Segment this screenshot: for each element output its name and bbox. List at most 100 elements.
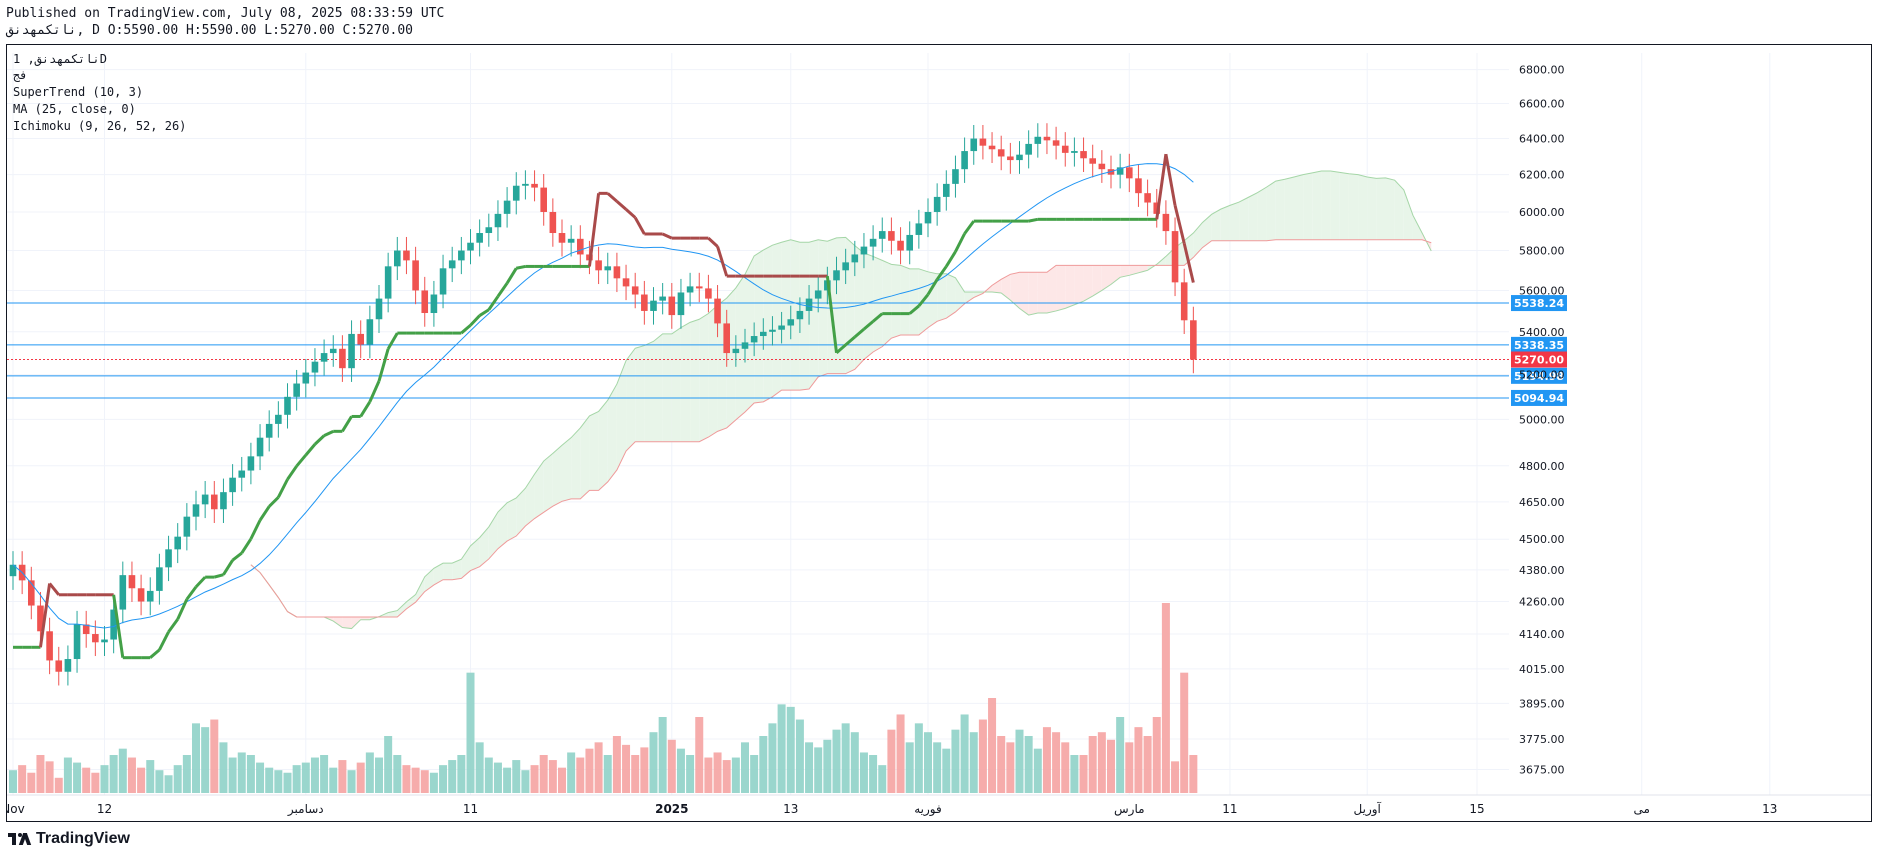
candle-78[interactable] xyxy=(723,323,730,354)
candle-73[interactable] xyxy=(677,292,685,316)
candle-42[interactable] xyxy=(394,250,401,267)
candle-113[interactable] xyxy=(1043,136,1051,141)
candle-28[interactable] xyxy=(265,423,273,438)
candle-82[interactable] xyxy=(760,331,767,337)
candle-116[interactable] xyxy=(1071,151,1078,153)
candle-3[interactable] xyxy=(37,605,44,632)
candle-79[interactable] xyxy=(732,348,740,354)
candle-110[interactable] xyxy=(1016,154,1023,161)
legend-supertrend[interactable]: SuperTrend (10, 3) xyxy=(13,85,143,99)
candle-48[interactable] xyxy=(448,260,456,269)
candle-85[interactable] xyxy=(787,319,795,326)
candle-24[interactable] xyxy=(229,477,236,493)
candle-117[interactable] xyxy=(1080,151,1087,159)
candle-12[interactable] xyxy=(119,575,127,610)
candle-109[interactable] xyxy=(1007,156,1014,161)
candle-125[interactable] xyxy=(1153,202,1161,214)
legend-ichimoku[interactable]: Ichimoku (9, 26, 52, 26) xyxy=(13,119,186,133)
legend-ma[interactable]: MA (25, close, 0) xyxy=(13,102,136,116)
candle-46[interactable] xyxy=(430,294,438,314)
candle-129[interactable] xyxy=(1190,320,1197,360)
candle-41[interactable] xyxy=(384,266,392,299)
candle-25[interactable] xyxy=(238,470,246,478)
candle-81[interactable] xyxy=(750,336,758,343)
candle-22[interactable] xyxy=(211,494,218,510)
candle-0[interactable] xyxy=(9,564,17,577)
candle-37[interactable] xyxy=(348,333,355,369)
candle-44[interactable] xyxy=(412,260,419,291)
candle-65[interactable] xyxy=(604,266,612,271)
candle-20[interactable] xyxy=(192,504,200,517)
candle-76[interactable] xyxy=(705,288,712,299)
candle-86[interactable] xyxy=(796,310,804,320)
candle-93[interactable] xyxy=(860,246,868,255)
candle-98[interactable] xyxy=(906,234,913,251)
candle-5[interactable] xyxy=(55,660,63,672)
candle-126[interactable] xyxy=(1162,213,1170,232)
candle-53[interactable] xyxy=(494,213,502,228)
candle-124[interactable] xyxy=(1144,193,1151,203)
candle-60[interactable] xyxy=(558,233,566,243)
candle-112[interactable] xyxy=(1034,136,1042,144)
candle-19[interactable] xyxy=(183,516,191,537)
candle-102[interactable] xyxy=(943,183,950,197)
candle-97[interactable] xyxy=(897,240,904,251)
candle-57[interactable] xyxy=(531,183,538,188)
candle-15[interactable] xyxy=(146,590,154,602)
candle-61[interactable] xyxy=(567,238,575,243)
candle-121[interactable] xyxy=(1116,167,1124,175)
candle-90[interactable] xyxy=(833,270,840,281)
candle-77[interactable] xyxy=(714,298,721,324)
candle-68[interactable] xyxy=(631,286,639,295)
candle-67[interactable] xyxy=(622,278,630,287)
candle-18[interactable] xyxy=(174,536,181,550)
candle-30[interactable] xyxy=(284,396,291,415)
candle-107[interactable] xyxy=(988,145,996,150)
candle-69[interactable] xyxy=(641,294,648,311)
candle-7[interactable] xyxy=(73,624,81,660)
candle-23[interactable] xyxy=(220,492,227,510)
candle-103[interactable] xyxy=(952,169,959,184)
candle-122[interactable] xyxy=(1126,167,1133,179)
candle-128[interactable] xyxy=(1180,282,1188,321)
candle-114[interactable] xyxy=(1052,140,1060,146)
candle-11[interactable] xyxy=(110,609,117,640)
candle-123[interactable] xyxy=(1135,178,1142,194)
candle-21[interactable] xyxy=(201,494,209,505)
candle-29[interactable] xyxy=(275,414,282,424)
candle-72[interactable] xyxy=(668,296,676,316)
candle-40[interactable] xyxy=(375,298,383,320)
candle-49[interactable] xyxy=(458,250,465,261)
candle-13[interactable] xyxy=(128,575,136,589)
candle-9[interactable] xyxy=(92,634,99,643)
candle-106[interactable] xyxy=(979,138,987,146)
candle-74[interactable] xyxy=(686,286,694,293)
candle-71[interactable] xyxy=(659,296,666,301)
candle-64[interactable] xyxy=(595,260,602,271)
candle-115[interactable] xyxy=(1061,145,1069,153)
candle-45[interactable] xyxy=(421,290,429,314)
candle-39[interactable] xyxy=(366,319,374,345)
candle-55[interactable] xyxy=(512,185,520,201)
candle-108[interactable] xyxy=(997,149,1005,157)
candle-43[interactable] xyxy=(403,250,410,261)
candle-27[interactable] xyxy=(256,437,264,457)
candle-111[interactable] xyxy=(1025,143,1032,155)
candle-83[interactable] xyxy=(769,329,776,332)
candle-101[interactable] xyxy=(933,196,941,212)
candle-88[interactable] xyxy=(814,290,822,299)
candle-14[interactable] xyxy=(137,588,145,602)
candle-84[interactable] xyxy=(778,325,785,330)
candle-26[interactable] xyxy=(247,456,255,471)
candle-94[interactable] xyxy=(869,238,877,247)
candle-50[interactable] xyxy=(467,242,474,251)
candle-118[interactable] xyxy=(1089,158,1096,164)
price-chart[interactable]: 5538.24 5338.35 5194.98 5094.94 5270.00 6800.… xyxy=(1,45,1871,821)
candle-10[interactable] xyxy=(101,639,108,643)
candle-100[interactable] xyxy=(924,211,932,224)
candle-75[interactable] xyxy=(695,286,703,289)
candle-32[interactable] xyxy=(302,372,310,384)
candle-17[interactable] xyxy=(165,549,172,568)
candle-8[interactable] xyxy=(82,624,90,635)
candle-6[interactable] xyxy=(64,659,72,672)
